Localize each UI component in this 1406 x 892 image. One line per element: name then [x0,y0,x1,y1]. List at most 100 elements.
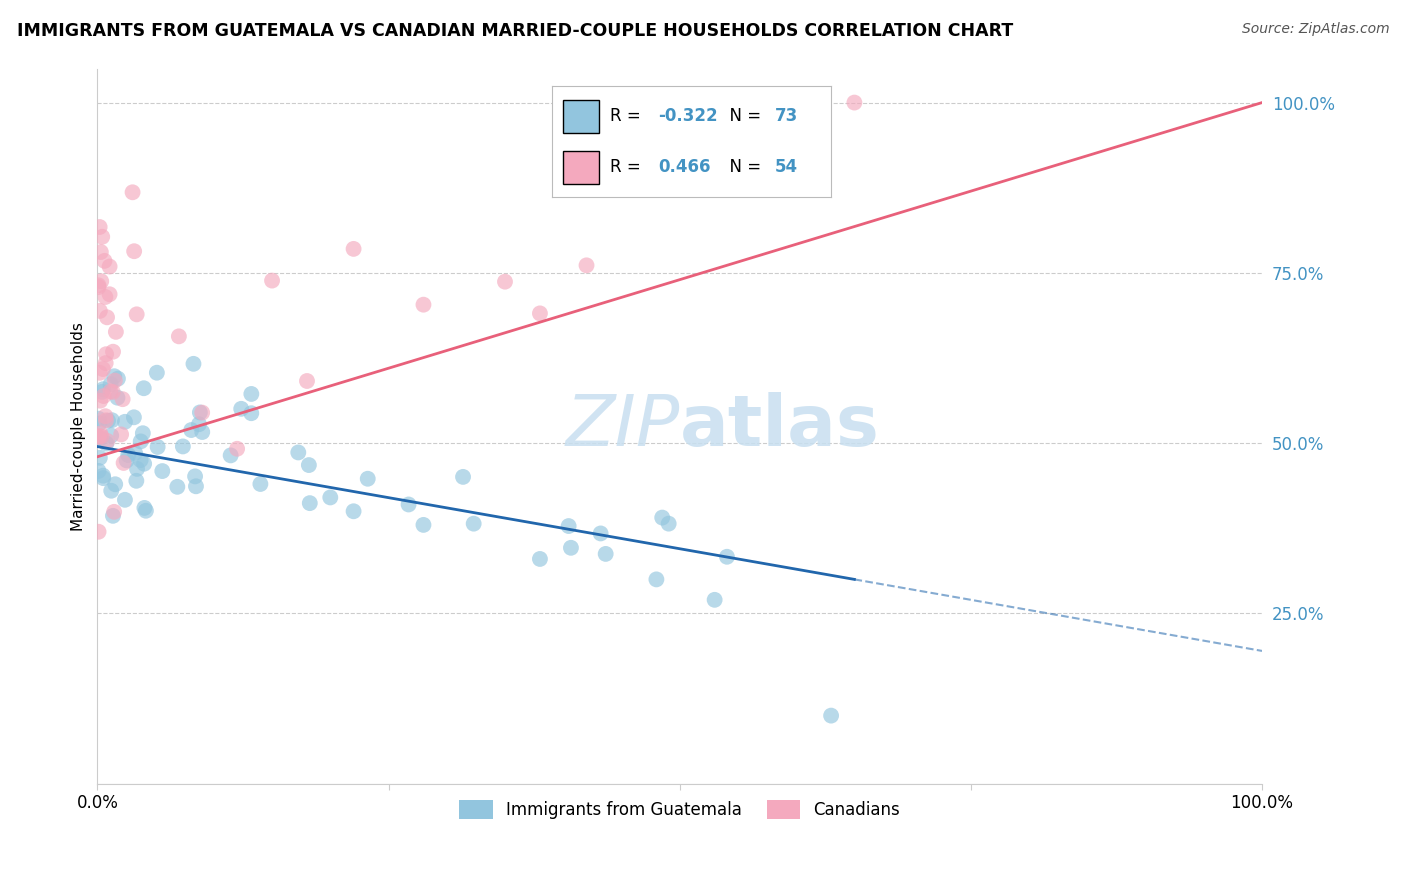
Point [100,384,122,399]
Point [98,260,121,274]
Point [96,310,118,325]
Point [844,95,866,110]
Point [191,406,214,420]
Point [412,298,434,312]
Point [89,450,111,465]
Point [101,384,124,399]
Point [589,526,612,541]
Point [125,474,148,488]
Point [249,477,271,491]
Point [135,504,157,518]
Point [184,469,207,483]
Point [298,496,321,510]
Text: IMMIGRANTS FROM GUATEMALA VS CANADIAN MARRIED-COUPLE HOUSEHOLDS CORRELATION CHAR: IMMIGRANTS FROM GUATEMALA VS CANADIAN MA… [17,22,1014,40]
Point [89,393,111,408]
Point [398,498,420,512]
Point [287,445,309,459]
Point [183,357,205,371]
Point [94,409,117,424]
Point [188,405,211,419]
Point [96,434,118,448]
Legend: Immigrants from Guatemala, Canadians: Immigrants from Guatemala, Canadians [453,793,907,825]
Point [260,274,283,288]
Point [115,453,138,467]
Point [122,410,145,425]
Point [557,519,579,533]
Point [100,377,122,392]
Point [89,426,111,441]
Point [89,432,111,446]
Point [122,244,145,259]
Point [104,477,127,491]
Point [125,307,148,321]
Point [692,99,714,113]
Point [463,516,485,531]
Point [226,442,249,456]
Point [342,242,364,256]
Point [91,362,114,376]
Point [166,480,188,494]
Point [184,479,207,493]
Point [87,464,110,478]
Point [134,457,156,471]
Point [298,458,321,472]
Point [231,401,253,416]
Point [97,414,120,428]
Point [110,427,132,442]
Point [703,592,725,607]
Point [91,468,114,483]
Point [104,374,127,388]
Point [658,516,681,531]
Point [90,245,112,260]
Point [295,374,318,388]
Point [91,471,114,485]
Point [124,446,146,460]
Point [90,429,112,443]
Point [103,505,125,519]
Point [90,274,112,288]
Point [150,464,173,478]
Point [89,417,111,431]
Point [634,165,657,179]
Point [121,186,143,200]
Point [146,440,169,454]
Point [101,508,124,523]
Point [91,384,114,399]
Point [820,708,842,723]
Point [575,258,598,272]
Point [101,344,124,359]
Point [180,423,202,437]
Point [111,392,134,407]
Point [125,462,148,476]
Point [645,573,668,587]
Point [129,453,152,467]
Text: ZIP: ZIP [565,392,679,460]
Point [94,290,117,304]
Point [668,125,690,139]
Point [107,391,129,405]
Point [167,329,190,343]
Point [357,472,380,486]
Point [134,500,156,515]
Point [342,504,364,518]
Point [560,541,582,555]
Point [129,434,152,449]
Point [87,429,110,443]
Point [716,549,738,564]
Point [529,306,551,320]
Y-axis label: Married-couple Households: Married-couple Households [72,322,86,531]
Point [451,470,474,484]
Point [104,325,127,339]
Point [651,510,673,524]
Point [529,552,551,566]
Point [93,389,115,403]
Point [89,304,111,318]
Point [89,219,111,234]
Point [132,426,155,441]
Point [103,369,125,384]
Point [101,413,124,427]
Point [107,371,129,385]
Point [188,417,211,432]
Point [240,387,263,401]
Point [494,275,516,289]
